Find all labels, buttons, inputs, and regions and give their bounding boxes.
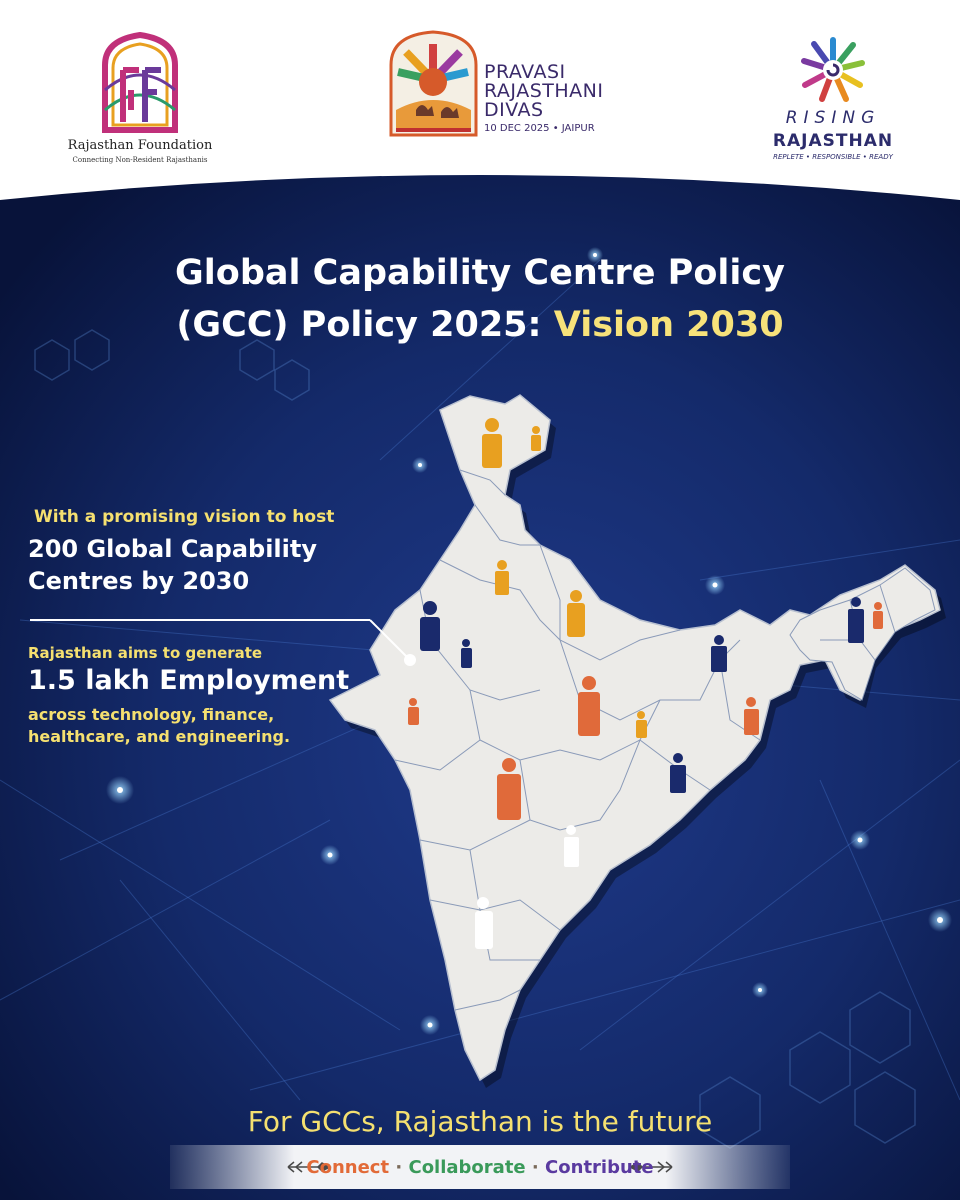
callout-connector-angle <box>369 619 411 661</box>
person-pin-icon <box>564 825 579 867</box>
person-pin-icon <box>461 639 472 668</box>
footer-headline: For GCCs, Rajasthan is the future <box>247 1105 713 1138</box>
rf-tagline: Connecting Non-Resident Rajasthanis <box>72 156 208 164</box>
sectors-line-1: across technology, finance, <box>28 705 275 724</box>
person-pin-icon <box>531 426 541 451</box>
pravasi-date: 10 DEC 2025 • JAIPUR <box>484 123 595 134</box>
motto-separator: · <box>531 1157 539 1178</box>
hexagon-pattern <box>34 329 916 1149</box>
rajasthan-marker <box>404 654 416 666</box>
person-pin-icon <box>744 697 759 735</box>
poster-title: Global Capability Centre Policy (GCC) Po… <box>0 247 960 351</box>
person-pin-icon <box>578 676 600 736</box>
rf-name: Rajasthan Foundation <box>67 138 213 153</box>
rising-line-1: RISING <box>785 108 881 128</box>
person-pin-icon <box>670 753 686 793</box>
motto-contribute: Contribute <box>545 1157 654 1178</box>
person-pin-icon <box>497 758 521 820</box>
mainland-outline <box>328 394 941 1082</box>
person-pin-icon <box>408 698 419 725</box>
arrow-ornament-icon <box>287 1161 332 1173</box>
pravasi-line-2: RAJASTHANI <box>484 80 604 102</box>
sectors-line-2: healthcare, and engineering. <box>28 727 291 746</box>
person-pin-icon <box>420 601 440 651</box>
person-pin-icon <box>848 597 864 643</box>
employment-sectors: across technology, finance, healthcare, … <box>28 704 348 748</box>
pravasi-line-1: PRAVASI <box>484 61 566 83</box>
rising-line-2: RAJASTHAN <box>772 131 894 151</box>
network-lines <box>0 259 960 1101</box>
rising-tagline: REPLETE • RESPONSIBLE • READY <box>773 153 893 161</box>
employment-intro: Rajasthan aims to generate <box>28 644 263 662</box>
pravasi-title: PRAVASI RAJASTHANI DIVAS <box>484 63 603 120</box>
arrow-ornament-icon <box>628 1161 673 1173</box>
vision-intro: With a promising vision to host <box>34 507 335 527</box>
header: Rajasthan Foundation Connecting Non-Resi… <box>0 0 960 215</box>
rising-rajasthan-logo: RISING RAJASTHAN REPLETE • RESPONSIBLE •… <box>758 35 908 170</box>
person-pin-icon <box>567 590 585 637</box>
employment-value: 1.5 lakh Employment <box>28 665 350 696</box>
vision-line-2: Centres by 2030 <box>28 567 250 595</box>
person-pin-icon <box>711 635 727 672</box>
motto-connect: Connect <box>306 1157 390 1178</box>
footer-motto: Connect · Collaborate · Contribute <box>0 1157 960 1178</box>
vision-headline: 200 Global Capability Centres by 2030 <box>28 533 358 597</box>
rf-emblem-icon <box>102 31 178 133</box>
person-pin-icon <box>873 602 883 629</box>
vision-line-1: 200 Global Capability <box>28 535 317 563</box>
glow-nodes <box>106 247 952 1035</box>
motto-separator: · <box>395 1157 403 1178</box>
person-pin-icon <box>495 560 509 595</box>
person-pins <box>408 418 883 949</box>
footer-banner <box>170 1145 790 1189</box>
pravasi-line-3: DIVAS <box>484 99 544 121</box>
title-highlight: Vision 2030 <box>553 305 784 345</box>
motto-collaborate: Collaborate <box>408 1157 526 1178</box>
title-line-2-prefix: (GCC) Policy 2025: <box>176 305 554 345</box>
person-pin-icon <box>482 418 502 468</box>
pravasi-divas-logo: PRAVASI RAJASTHANI DIVAS 10 DEC 2025 • J… <box>386 30 603 140</box>
person-pin-icon <box>475 897 493 949</box>
title-line-1: Global Capability Centre Policy <box>175 253 785 293</box>
person-pin-icon <box>636 711 647 738</box>
rajasthan-foundation-logo: Rajasthan Foundation Connecting Non-Resi… <box>60 30 220 170</box>
rising-emblem-icon <box>801 37 865 102</box>
title-line-2: (GCC) Policy 2025: Vision 2030 <box>0 299 960 351</box>
pravasi-emblem-icon <box>389 30 478 137</box>
